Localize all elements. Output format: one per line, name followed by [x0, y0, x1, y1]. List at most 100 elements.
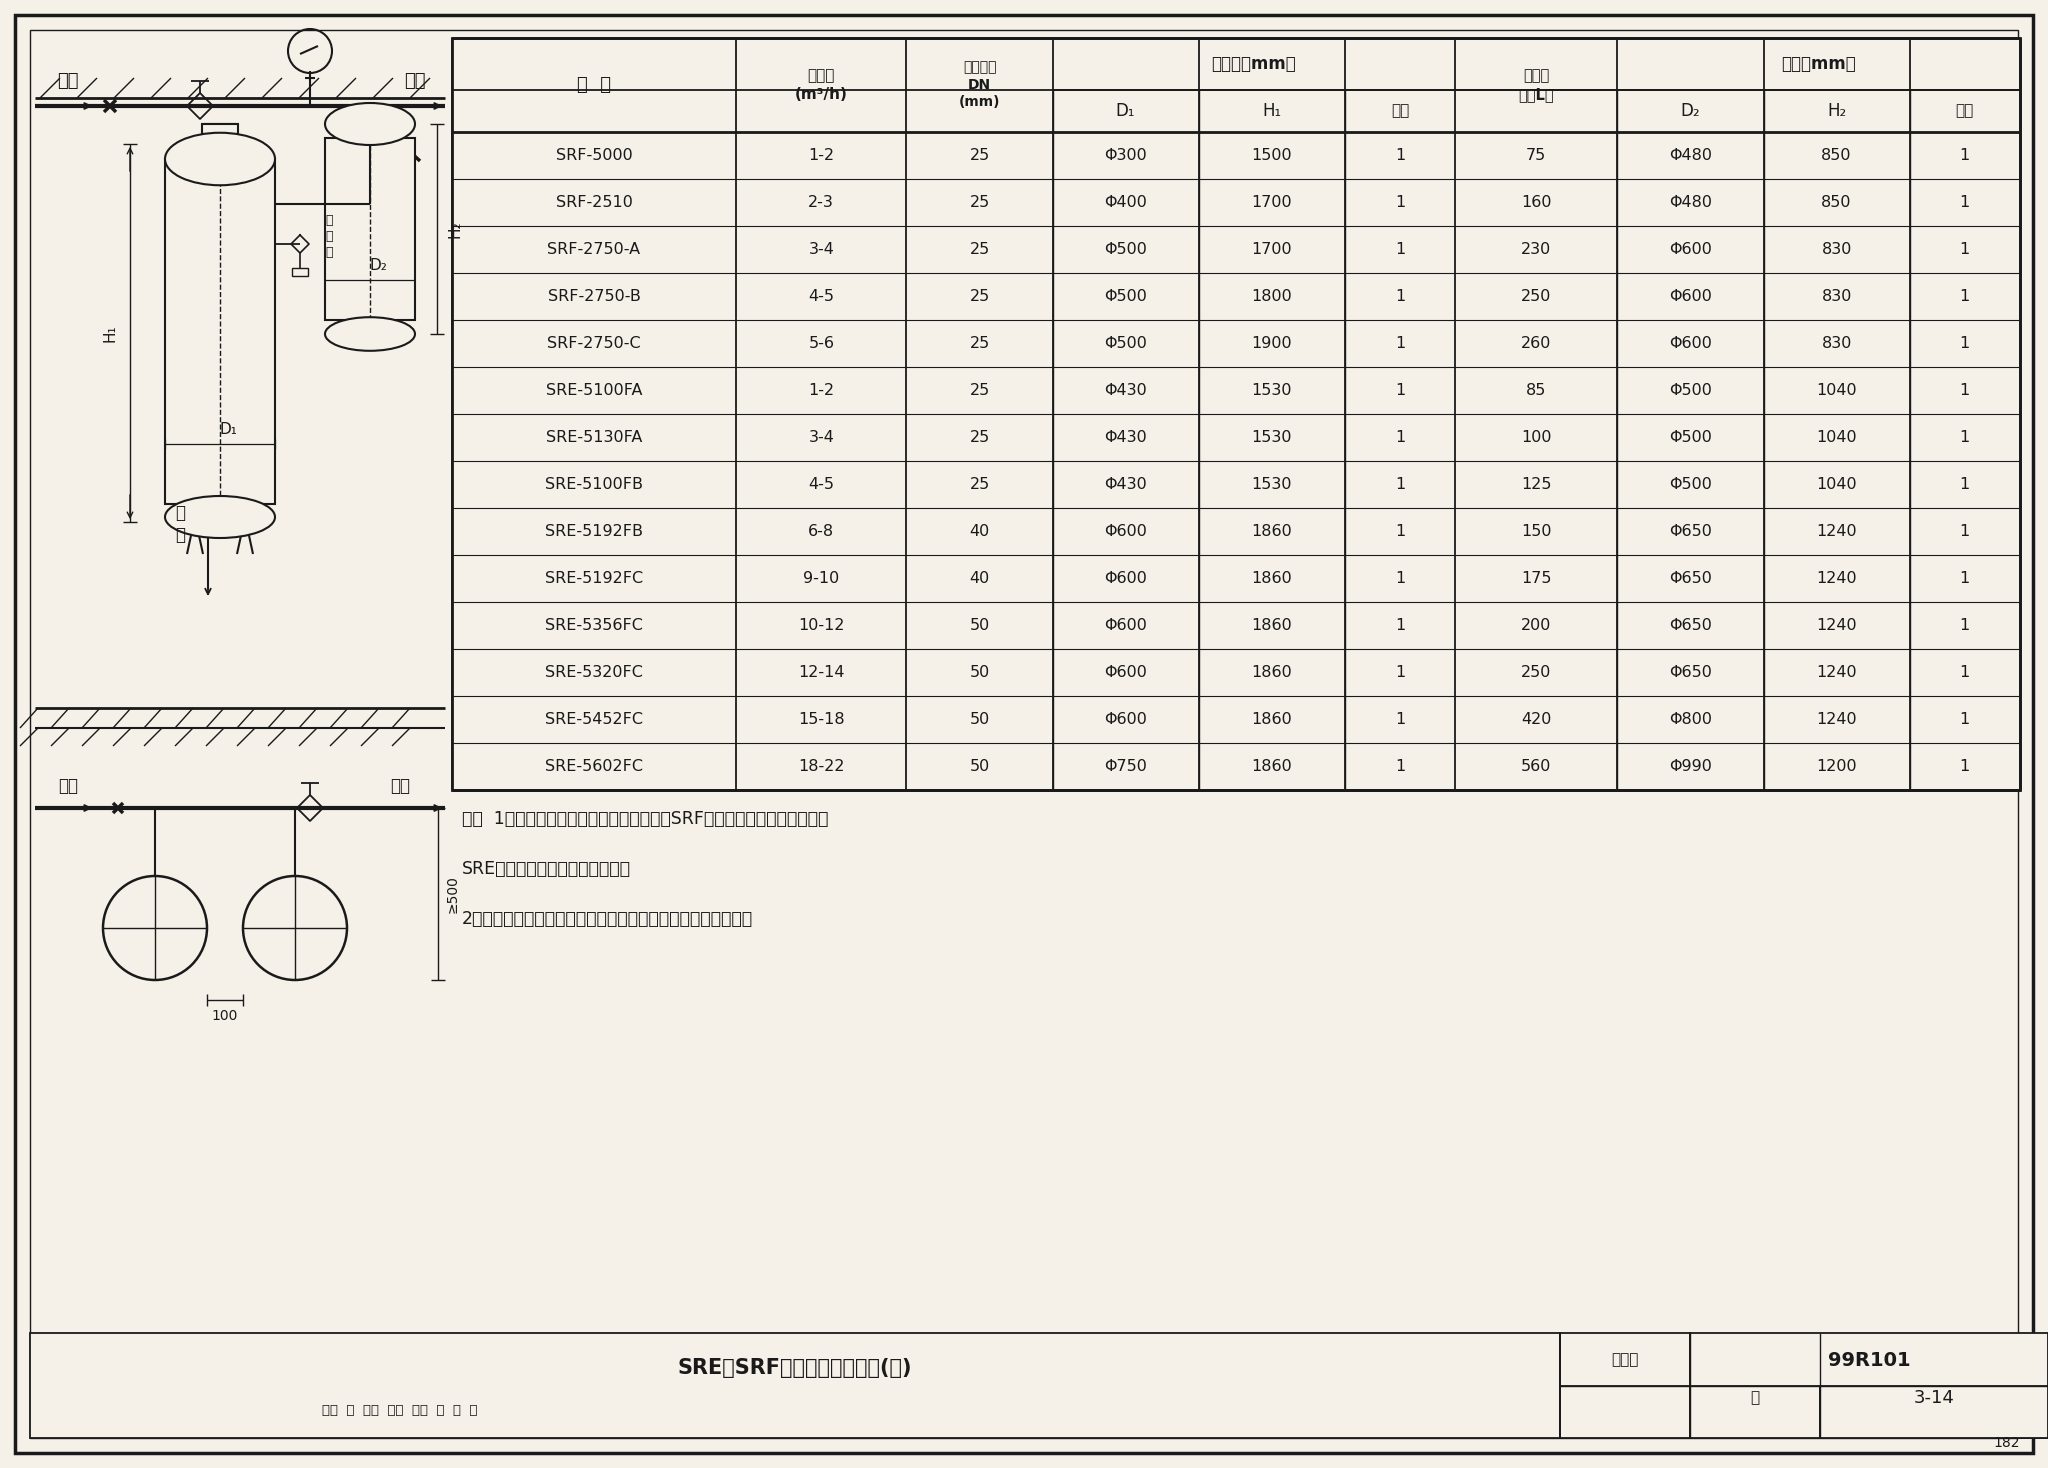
Text: 4-5: 4-5 — [809, 477, 834, 492]
Text: SRE-5192FB: SRE-5192FB — [545, 524, 643, 539]
Text: 40: 40 — [969, 571, 989, 586]
Text: 1800: 1800 — [1251, 289, 1292, 304]
Text: 125: 125 — [1522, 477, 1552, 492]
Text: Φ430: Φ430 — [1104, 477, 1147, 492]
Text: 40: 40 — [969, 524, 989, 539]
Text: 1: 1 — [1960, 571, 1970, 586]
Text: Φ500: Φ500 — [1104, 289, 1147, 304]
Text: 1: 1 — [1960, 383, 1970, 398]
Text: 1: 1 — [1960, 336, 1970, 351]
Text: 10-12: 10-12 — [799, 618, 844, 633]
Text: 50: 50 — [969, 712, 989, 727]
Text: 个数: 个数 — [1391, 104, 1409, 119]
Text: 1: 1 — [1395, 430, 1405, 445]
Text: 3-4: 3-4 — [809, 242, 834, 257]
Text: 150: 150 — [1522, 524, 1552, 539]
Text: 产水量
(m³/h): 产水量 (m³/h) — [795, 68, 848, 101]
Text: 1: 1 — [1960, 712, 1970, 727]
Text: 830: 830 — [1821, 242, 1851, 257]
Text: 1: 1 — [1960, 618, 1970, 633]
Text: 1860: 1860 — [1251, 618, 1292, 633]
Text: 4-5: 4-5 — [809, 289, 834, 304]
Text: 1: 1 — [1960, 195, 1970, 210]
Text: Φ600: Φ600 — [1669, 242, 1712, 257]
Text: 1700: 1700 — [1251, 195, 1292, 210]
Text: 进水: 进水 — [57, 777, 78, 796]
Text: 175: 175 — [1522, 571, 1552, 586]
Text: D₁: D₁ — [1116, 101, 1135, 120]
Text: Φ500: Φ500 — [1104, 336, 1147, 351]
Ellipse shape — [166, 496, 274, 537]
Text: Φ300: Φ300 — [1104, 148, 1147, 163]
Text: 830: 830 — [1821, 336, 1851, 351]
Text: D₂: D₂ — [369, 258, 387, 273]
Text: 420: 420 — [1522, 712, 1552, 727]
Text: 1530: 1530 — [1251, 383, 1292, 398]
Text: 1: 1 — [1960, 759, 1970, 774]
Bar — [1690, 1333, 2048, 1439]
Text: 830: 830 — [1821, 289, 1851, 304]
Text: 85: 85 — [1526, 383, 1546, 398]
Text: 182: 182 — [1993, 1436, 2019, 1450]
Text: 图集号: 图集号 — [1612, 1352, 1638, 1368]
Text: Φ990: Φ990 — [1669, 759, 1712, 774]
Text: 25: 25 — [969, 336, 989, 351]
Text: 250: 250 — [1522, 665, 1552, 680]
Text: 160: 160 — [1522, 195, 1552, 210]
Bar — [1561, 1386, 1690, 1439]
Text: SRF-2750-C: SRF-2750-C — [547, 336, 641, 351]
Text: 50: 50 — [969, 618, 989, 633]
Text: Φ480: Φ480 — [1669, 195, 1712, 210]
Text: 进水: 进水 — [57, 72, 78, 90]
Text: 1: 1 — [1960, 242, 1970, 257]
Text: 250: 250 — [1522, 289, 1552, 304]
Text: SRE-5100FB: SRE-5100FB — [545, 477, 643, 492]
Text: Φ800: Φ800 — [1669, 712, 1712, 727]
Text: 1: 1 — [1395, 712, 1405, 727]
Text: SRE-5100FA: SRE-5100FA — [545, 383, 643, 398]
Bar — [1690, 1386, 1821, 1439]
Text: 260: 260 — [1522, 336, 1552, 351]
Bar — [293, 269, 307, 276]
Text: 18-22: 18-22 — [799, 759, 844, 774]
Text: Φ430: Φ430 — [1104, 430, 1147, 445]
Text: 6-8: 6-8 — [809, 524, 834, 539]
Text: SRE-5356FC: SRE-5356FC — [545, 618, 643, 633]
Text: 1530: 1530 — [1251, 430, 1292, 445]
Text: 注：  1、上表所列软水器的运行方式，其中SRF系列为单罐运行定量再生；: 注： 1、上表所列软水器的运行方式，其中SRF系列为单罐运行定量再生； — [463, 810, 827, 828]
Text: 页: 页 — [1751, 1390, 1759, 1405]
Text: 1: 1 — [1960, 430, 1970, 445]
Text: Φ500: Φ500 — [1104, 242, 1147, 257]
Text: 审阅  客  检对  动态  设计  图  烧  业: 审阅 客 检对 动态 设计 图 烧 业 — [322, 1403, 477, 1417]
Text: Φ480: Φ480 — [1669, 148, 1712, 163]
Text: D₁: D₁ — [219, 421, 238, 436]
Text: 1040: 1040 — [1817, 383, 1858, 398]
Text: 560: 560 — [1522, 759, 1552, 774]
Text: 25: 25 — [969, 383, 989, 398]
Text: 1: 1 — [1395, 195, 1405, 210]
Text: 12-14: 12-14 — [799, 665, 844, 680]
Text: Φ500: Φ500 — [1669, 430, 1712, 445]
Text: 100: 100 — [1522, 430, 1552, 445]
Text: 25: 25 — [969, 477, 989, 492]
Text: 1900: 1900 — [1251, 336, 1292, 351]
Text: 25: 25 — [969, 148, 989, 163]
Text: 1040: 1040 — [1817, 430, 1858, 445]
Text: Φ600: Φ600 — [1104, 524, 1147, 539]
Text: 850: 850 — [1821, 148, 1851, 163]
Text: 75: 75 — [1526, 148, 1546, 163]
Ellipse shape — [166, 132, 274, 185]
Text: 1-2: 1-2 — [809, 148, 834, 163]
Text: 1: 1 — [1395, 524, 1405, 539]
Text: 9-10: 9-10 — [803, 571, 840, 586]
Text: Φ650: Φ650 — [1669, 665, 1712, 680]
Text: 进出水管
DN
(mm): 进出水管 DN (mm) — [958, 60, 999, 109]
Text: Φ600: Φ600 — [1104, 618, 1147, 633]
Text: SRF-2750-A: SRF-2750-A — [547, 242, 641, 257]
Text: Φ400: Φ400 — [1104, 195, 1147, 210]
Text: 850: 850 — [1821, 195, 1851, 210]
Text: 3-14: 3-14 — [1913, 1389, 1954, 1406]
Text: 25: 25 — [969, 195, 989, 210]
Text: Φ650: Φ650 — [1669, 571, 1712, 586]
Text: H₁: H₁ — [1262, 101, 1282, 120]
